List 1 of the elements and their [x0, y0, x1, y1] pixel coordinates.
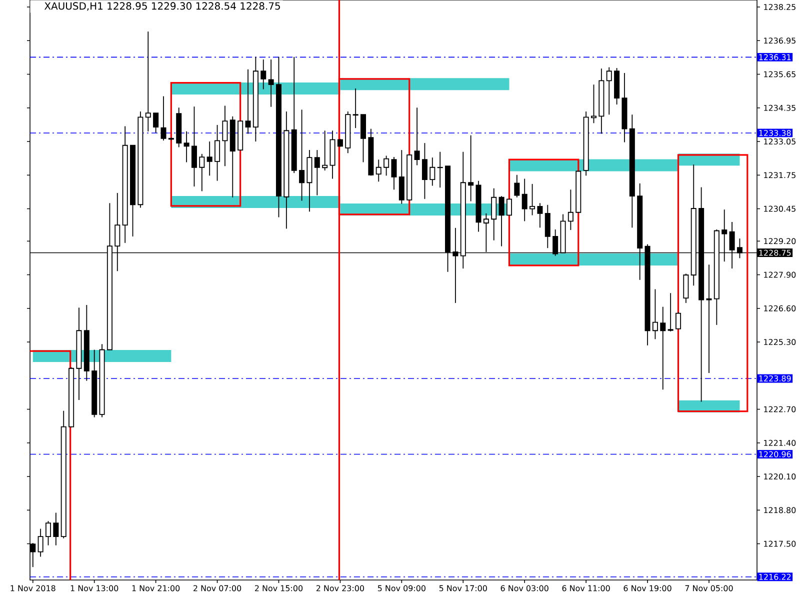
chart-title: XAUUSD,H1 1228.95 1229.30 1228.54 1228.75: [44, 2, 280, 11]
